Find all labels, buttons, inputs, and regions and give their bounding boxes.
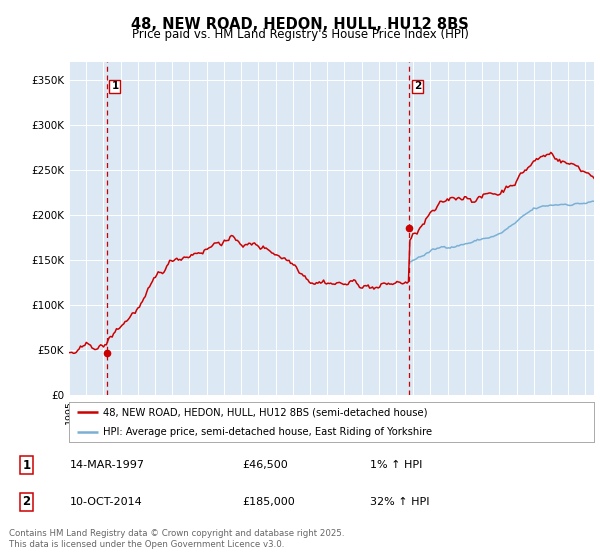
Text: £185,000: £185,000 [242,497,295,507]
Text: 32% ↑ HPI: 32% ↑ HPI [370,497,430,507]
Text: 14-MAR-1997: 14-MAR-1997 [70,460,145,470]
Text: 1: 1 [22,459,31,472]
Text: Contains HM Land Registry data © Crown copyright and database right 2025.
This d: Contains HM Land Registry data © Crown c… [9,529,344,549]
Text: 10-OCT-2014: 10-OCT-2014 [70,497,143,507]
Text: 1: 1 [112,81,119,91]
Text: HPI: Average price, semi-detached house, East Riding of Yorkshire: HPI: Average price, semi-detached house,… [103,427,432,437]
Text: 2: 2 [414,81,421,91]
Text: £46,500: £46,500 [242,460,287,470]
Text: 2: 2 [22,495,31,508]
Text: Price paid vs. HM Land Registry's House Price Index (HPI): Price paid vs. HM Land Registry's House … [131,28,469,41]
Text: 48, NEW ROAD, HEDON, HULL, HU12 8BS (semi-detached house): 48, NEW ROAD, HEDON, HULL, HU12 8BS (sem… [103,407,428,417]
Text: 48, NEW ROAD, HEDON, HULL, HU12 8BS: 48, NEW ROAD, HEDON, HULL, HU12 8BS [131,17,469,32]
Text: 1% ↑ HPI: 1% ↑ HPI [370,460,422,470]
